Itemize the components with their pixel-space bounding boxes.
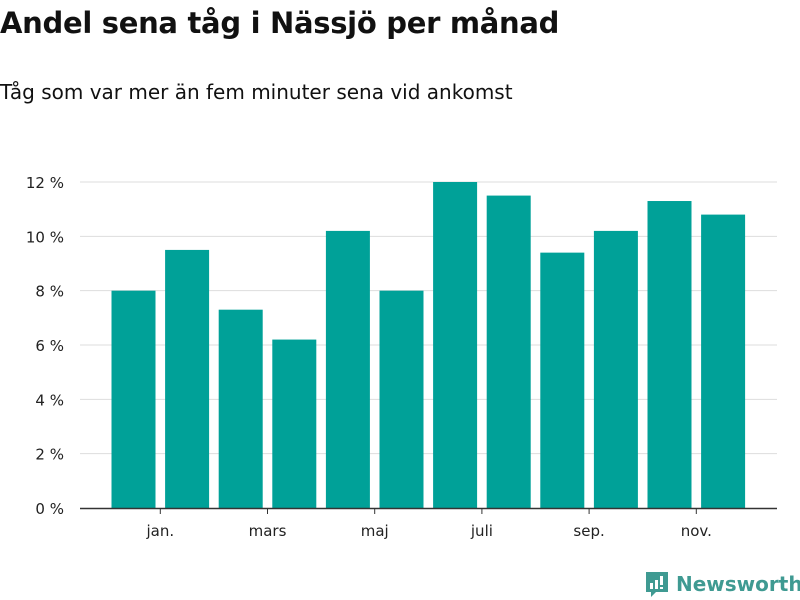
x-tick-label: mars [249,522,287,540]
y-tick-label: 2 % [35,446,64,464]
bar-apr. [325,230,370,508]
bar-juni [433,182,478,508]
newsworthy-logo: Newsworthy [644,570,800,598]
x-tick-label: juli [470,522,493,540]
bar-okt. [647,201,692,508]
x-tick-label: sep. [573,522,604,540]
y-tick-label: 10 % [26,228,64,246]
y-tick-label: 0 % [35,500,64,518]
bar-sep. [593,230,638,508]
y-tick-label: 4 % [35,391,64,409]
x-tick-label: maj [361,522,389,540]
bar-mars [272,339,317,508]
y-tick-label: 6 % [35,337,64,355]
y-tick-label: 8 % [35,283,64,301]
bar-nov. [701,214,746,508]
chart-subtitle: Tåg som var mer än fem minuter sena vid … [0,80,513,104]
bar-maj [379,290,424,508]
x-tick-label: jan. [145,522,174,540]
bar-aug. [540,252,585,508]
bar-juli [486,195,531,509]
bar-jan. [165,249,210,508]
brand-name: Newsworthy [676,572,800,596]
newsworthy-logo-icon [646,572,668,597]
y-tick-label: 12 % [26,174,64,192]
bar-dec. [111,290,156,508]
bar-feb. [218,309,263,508]
x-tick-label: nov. [681,522,712,540]
chart-title: Andel sena tåg i Nässjö per månad [0,6,560,40]
